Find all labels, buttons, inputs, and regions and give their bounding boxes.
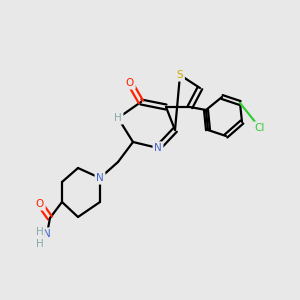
- Text: Cl: Cl: [255, 123, 265, 133]
- Text: H: H: [114, 113, 122, 123]
- Text: O: O: [36, 199, 44, 209]
- Text: H: H: [36, 227, 44, 237]
- Text: H: H: [36, 239, 44, 249]
- Text: N: N: [154, 143, 162, 153]
- Text: S: S: [177, 70, 183, 80]
- Text: O: O: [126, 78, 134, 88]
- Text: N: N: [43, 229, 51, 239]
- Text: N: N: [96, 173, 104, 183]
